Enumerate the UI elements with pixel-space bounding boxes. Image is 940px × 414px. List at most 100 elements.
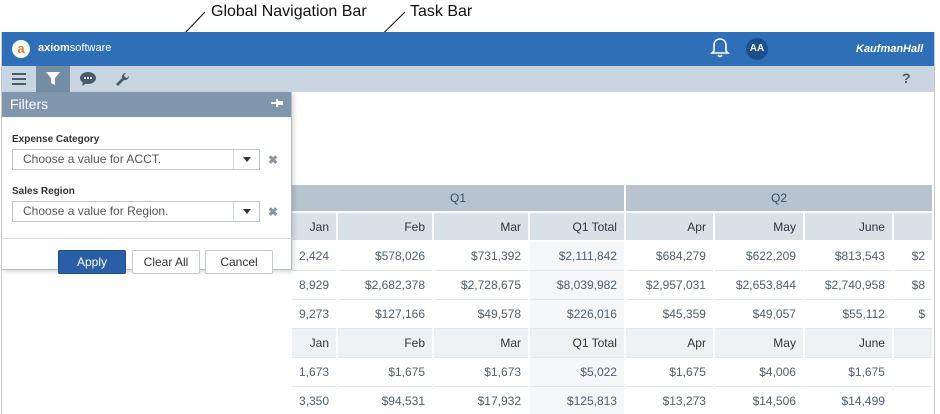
column-header[interactable]: May <box>713 212 805 242</box>
filters-header: Filters <box>2 92 291 117</box>
table-cell[interactable]: $127,166 <box>337 299 435 329</box>
table-cell[interactable]: 8,929 <box>292 270 339 300</box>
column-header[interactable] <box>892 212 934 242</box>
chevron-down-icon[interactable] <box>233 202 259 221</box>
axiom-logo-icon[interactable]: a <box>12 40 30 58</box>
user-avatar[interactable]: AA <box>746 38 768 60</box>
column-header[interactable]: Jan <box>292 328 339 358</box>
month-header-row: Jan Feb Mar Q1 Total Apr May June <box>292 328 934 358</box>
table-cell[interactable]: $684,279 <box>624 241 715 271</box>
column-header[interactable] <box>892 328 934 358</box>
table-cell[interactable]: $125,813 <box>529 386 626 414</box>
chevron-down-icon[interactable] <box>233 150 259 169</box>
table-cell[interactable]: $1,675 <box>624 357 715 387</box>
quarter-header-row: Q1 Q2 <box>292 185 934 213</box>
table-cell[interactable]: $2,957,031 <box>624 270 715 300</box>
table-cell[interactable]: $17,932 <box>433 386 530 414</box>
table-cell[interactable]: $2,682,378 <box>337 270 435 300</box>
table-cell[interactable]: 3,350 <box>292 386 339 414</box>
table-cell[interactable]: $8,039,982 <box>529 270 626 300</box>
table-cell[interactable]: $2 <box>892 241 934 271</box>
month-header-row: Jan Feb Mar Q1 Total Apr May June <box>292 212 934 242</box>
table-cell[interactable]: $1,673 <box>433 357 530 387</box>
global-nav-annotation: Global Navigation Bar <box>211 3 367 20</box>
table-cell[interactable]: $5,022 <box>529 357 626 387</box>
column-header[interactable]: Mar <box>433 212 530 242</box>
comment-icon[interactable] <box>71 66 105 92</box>
table-cell[interactable]: $731,392 <box>433 241 530 271</box>
column-header[interactable]: Feb <box>337 212 435 242</box>
bell-icon[interactable] <box>710 37 730 59</box>
clear-sales-region-icon[interactable]: ✖ <box>268 205 279 219</box>
table-cell[interactable]: $226,016 <box>529 299 626 329</box>
table-row: 2,424 $578,026 $731,392 $2,111,842 $684,… <box>292 241 934 271</box>
table-cell[interactable]: $49,578 <box>433 299 530 329</box>
table-cell[interactable]: 9,273 <box>292 299 339 329</box>
task-bar: ? <box>2 66 934 92</box>
table-cell[interactable]: $2,740,958 <box>803 270 894 300</box>
table-cell[interactable]: $8 <box>892 270 934 300</box>
table-cell[interactable]: $14,506 <box>713 386 805 414</box>
table-cell[interactable]: $49,057 <box>713 299 805 329</box>
data-grid: Q1 Q2 Jan Feb Mar Q1 Total Apr May June … <box>292 185 934 414</box>
table-cell[interactable]: $1,675 <box>337 357 435 387</box>
table-cell[interactable]: $94,531 <box>337 386 435 414</box>
table-cell[interactable]: $1,675 <box>803 357 894 387</box>
quarter-header: Q1 <box>292 185 626 213</box>
table-cell[interactable]: $55,112 <box>803 299 894 329</box>
column-header[interactable]: June <box>803 328 894 358</box>
table-row: 9,273 $127,166 $49,578 $226,016 $45,359 … <box>292 299 934 329</box>
table-cell[interactable]: 1,673 <box>292 357 339 387</box>
table-cell[interactable]: $14,499 <box>803 386 894 414</box>
task-bar-annotation: Task Bar <box>410 3 473 20</box>
table-cell[interactable]: $578,026 <box>337 241 435 271</box>
sales-region-placeholder: Choose a value for Region. <box>23 204 169 218</box>
table-row: 1,673 $1,675 $1,673 $5,022 $1,675 $4,006… <box>292 357 934 387</box>
filters-panel: Filters Expense Category Choose a value … <box>2 92 292 274</box>
table-cell[interactable] <box>892 357 934 387</box>
table-row: 8,929 $2,682,378 $2,728,675 $8,039,982 $… <box>292 270 934 300</box>
table-cell[interactable]: $2,653,844 <box>713 270 805 300</box>
clear-expense-category-icon[interactable]: ✖ <box>268 153 279 167</box>
column-header[interactable]: Q1 Total <box>529 328 626 358</box>
sales-region-select[interactable]: Choose a value for Region. <box>12 201 260 222</box>
column-header[interactable]: Feb <box>337 328 435 358</box>
column-header[interactable]: Mar <box>433 328 530 358</box>
table-cell[interactable] <box>892 386 934 414</box>
global-navigation-bar: a axiomsoftware AA KaufmanHall <box>2 32 934 66</box>
filters-title: Filters <box>10 96 49 112</box>
table-cell[interactable]: $2,111,842 <box>529 241 626 271</box>
clear-all-button[interactable]: Clear All <box>132 250 200 274</box>
table-cell[interactable]: $4,006 <box>713 357 805 387</box>
cancel-button[interactable]: Cancel <box>205 250 273 274</box>
table-cell[interactable]: $813,543 <box>803 241 894 271</box>
kaufmanhall-logo: KaufmanHall <box>856 43 924 55</box>
axiom-logo-text[interactable]: axiomsoftware <box>38 42 112 54</box>
table-row: 3,350 $94,531 $17,932 $125,813 $13,273 $… <box>292 386 934 414</box>
column-header[interactable]: Apr <box>624 328 715 358</box>
pin-icon[interactable] <box>271 97 283 109</box>
column-header[interactable]: Jan <box>292 212 339 242</box>
expense-category-placeholder: Choose a value for ACCT. <box>23 152 162 166</box>
help-icon[interactable]: ? <box>902 70 911 86</box>
sales-region-label: Sales Region <box>12 186 75 197</box>
table-cell[interactable]: $13,273 <box>624 386 715 414</box>
column-header[interactable]: Apr <box>624 212 715 242</box>
app-window: a axiomsoftware AA KaufmanHall ? <box>1 32 935 414</box>
table-cell[interactable]: $45,359 <box>624 299 715 329</box>
apply-button[interactable]: Apply <box>58 250 126 274</box>
expense-category-label: Expense Category <box>12 134 100 145</box>
filters-divider <box>2 238 292 239</box>
table-cell[interactable]: 2,424 <box>292 241 339 271</box>
table-cell[interactable]: $622,209 <box>713 241 805 271</box>
table-cell[interactable]: $2,728,675 <box>433 270 530 300</box>
column-header[interactable]: Q1 Total <box>529 212 626 242</box>
wrench-icon[interactable] <box>105 66 139 92</box>
table-cell[interactable]: $ <box>892 299 934 329</box>
quarter-header: Q2 <box>624 185 934 213</box>
menu-icon[interactable] <box>2 66 36 92</box>
filter-icon[interactable] <box>36 66 70 92</box>
column-header[interactable]: June <box>803 212 894 242</box>
expense-category-select[interactable]: Choose a value for ACCT. <box>12 149 260 170</box>
column-header[interactable]: May <box>713 328 805 358</box>
